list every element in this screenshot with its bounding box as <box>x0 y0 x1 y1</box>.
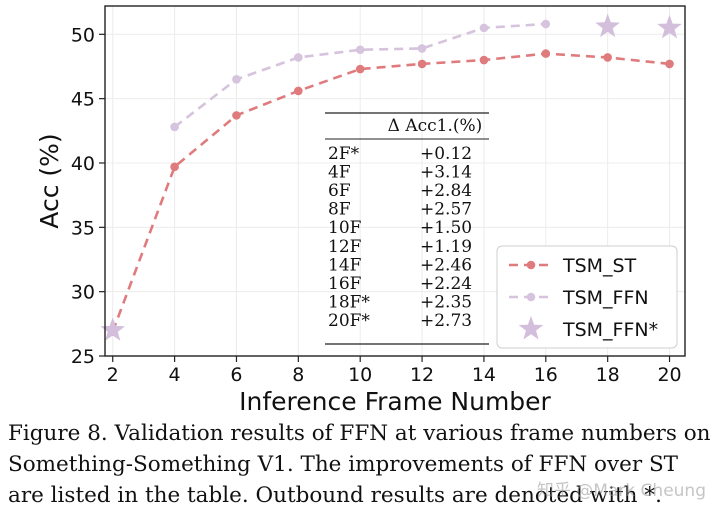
point-marker <box>479 55 489 65</box>
point-marker <box>294 53 303 62</box>
series-line <box>111 52 670 333</box>
legend-item: TSM_ST <box>509 255 637 277</box>
star-marker <box>595 13 621 38</box>
y-tick-label: 35 <box>71 217 95 239</box>
table-row-label: 14F <box>328 255 362 275</box>
point-marker <box>170 122 179 132</box>
table-row-label: 2F* <box>328 144 360 164</box>
legend-label: TSM_ST <box>562 255 637 277</box>
point-marker <box>479 23 489 33</box>
table-row-label: 18F* <box>328 292 370 312</box>
x-tick-label: 4 <box>169 364 181 386</box>
chart: 2 4 6 8 10 12 14 16 18 20 25 30 35 40 45 50 Inference F… <box>35 5 686 416</box>
table-row-value: +2.24 <box>420 274 472 294</box>
y-tick-label: 40 <box>71 153 95 175</box>
series-tsm-ffn <box>170 19 551 132</box>
series-tsm-st <box>108 49 674 336</box>
point-marker <box>417 59 427 69</box>
x-axis-title: Inference Frame Number <box>239 387 551 416</box>
legend-label: TSM_FFN* <box>562 319 658 341</box>
legend-label: TSM_FFN <box>562 287 649 309</box>
legend-marker <box>526 260 536 270</box>
y-tick-label: 45 <box>71 89 95 111</box>
x-tick-label: 20 <box>657 364 681 386</box>
table-row-value: +1.50 <box>420 218 472 238</box>
y-axis-title: Acc (%) <box>35 133 64 228</box>
x-tick-label: 8 <box>292 364 304 386</box>
x-tick-label: 14 <box>472 364 496 386</box>
table-row-value: +2.35 <box>420 292 472 312</box>
plot-frame <box>104 5 686 357</box>
table-row-value: +2.46 <box>420 255 472 275</box>
x-tick-label: 2 <box>107 364 119 386</box>
point-marker <box>541 49 551 58</box>
star-marker <box>657 14 682 39</box>
legend-item: TSM_FFN <box>509 287 649 309</box>
x-tick-label: 16 <box>534 364 558 386</box>
point-marker <box>232 111 241 120</box>
table-header: Δ Acc1.(%) <box>388 116 483 136</box>
legend-star <box>518 316 544 340</box>
table-row-value: +0.12 <box>420 144 472 164</box>
x-tick-label: 10 <box>348 364 372 386</box>
point-marker <box>541 19 551 29</box>
table-row-label: 12F <box>328 237 362 257</box>
y-tick-label: 25 <box>71 346 95 368</box>
table-row-label: 10F <box>328 218 362 238</box>
table-row-label: 6F <box>328 181 351 201</box>
series-tsm-ffn- <box>100 13 682 341</box>
point-marker <box>355 64 365 74</box>
table-row-value: +3.14 <box>420 163 472 183</box>
star-marker <box>100 317 126 341</box>
table-row-value: +1.19 <box>420 237 472 257</box>
table-row-value: +2.73 <box>420 311 472 331</box>
x-tick-label: 6 <box>230 364 242 386</box>
legend-box <box>496 245 678 349</box>
y-tick-label: 50 <box>71 24 95 46</box>
y-tick-label: 30 <box>71 282 95 304</box>
x-tick-label: 18 <box>596 364 620 386</box>
point-marker <box>232 75 241 84</box>
table-row-value: +2.57 <box>420 200 472 220</box>
table-row-label: 20F* <box>328 311 370 331</box>
table-row-label: 16F <box>328 274 362 294</box>
series-layer <box>100 13 682 341</box>
table-row-label: 4F <box>328 163 351 183</box>
legend-item: TSM_FFN* <box>518 316 658 341</box>
point-marker <box>355 45 365 55</box>
improvement-table: Δ Acc1.(%) 2F* +0.12 4F +3.14 6F +2.84 8F +2.57 1… <box>325 112 489 345</box>
point-marker <box>417 44 427 53</box>
axis-ticks: 2 4 6 8 10 12 14 16 18 20 25 30 35 40 45 50 <box>71 24 682 386</box>
x-tick-label: 12 <box>410 364 434 386</box>
figure-caption: Figure 8. Validation results of FFN at v… <box>8 421 711 508</box>
legend: TSM_ST TSM_FFN TSM_FFN* <box>496 245 678 349</box>
watermark: 知乎 @Mark Cheung <box>536 481 706 501</box>
point-marker <box>603 53 612 62</box>
point-marker <box>665 59 674 69</box>
point-marker <box>294 86 303 96</box>
legend-marker <box>526 292 536 302</box>
table-row-value: +2.84 <box>420 181 472 201</box>
table-row-label: 8F <box>328 200 351 220</box>
point-marker <box>170 162 179 172</box>
